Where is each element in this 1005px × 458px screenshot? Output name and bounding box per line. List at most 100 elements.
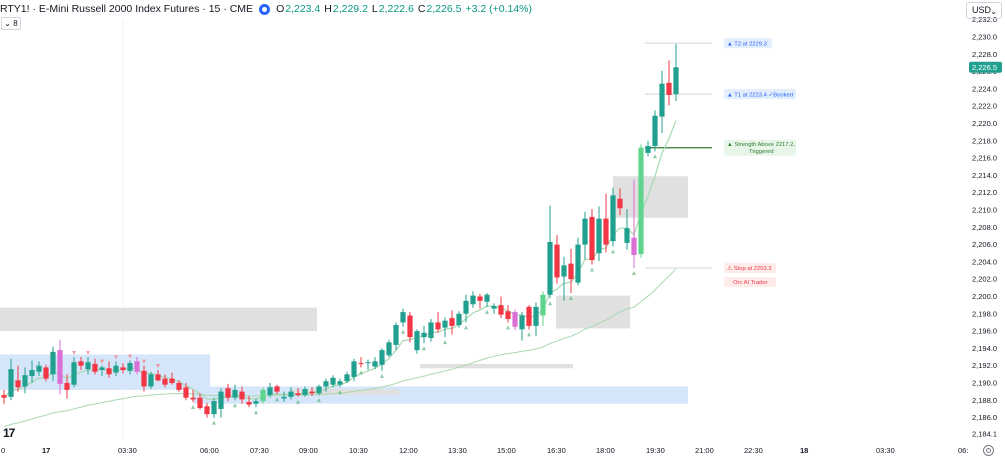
- price-axis-label: 2,210.0: [972, 206, 997, 215]
- chevron-down-icon: ⌄: [990, 7, 997, 16]
- buy-signal-arrow: [359, 370, 363, 375]
- candle-body: [505, 311, 511, 319]
- candle-body: [190, 397, 196, 400]
- candle-body: [533, 306, 539, 326]
- price-axis-label: 2,202.0: [972, 275, 997, 284]
- level-label-box: [724, 139, 796, 156]
- indicators-toggle-button[interactable]: ⌄ 8: [1, 17, 21, 30]
- tradingview-logo-icon[interactable]: 17: [3, 426, 15, 440]
- time-axis-label: 10:30: [349, 446, 368, 455]
- high-label: H: [324, 3, 332, 15]
- buy-signal-arrow: [233, 403, 237, 408]
- price-axis-label: 2,218.0: [972, 136, 997, 145]
- time-axis-label: 06:00: [200, 446, 219, 455]
- buy-signal-arrow: [464, 325, 468, 330]
- buy-signal-arrow: [653, 154, 657, 159]
- market-status-icon[interactable]: [259, 3, 271, 15]
- candle-body: [372, 361, 378, 367]
- candle-body: [57, 350, 63, 384]
- candle-body: [477, 296, 483, 301]
- price-axis-label: 2,208.0: [972, 223, 997, 232]
- low-value: 2,222.6: [378, 3, 414, 15]
- price-axis-label: 2,190.0: [972, 378, 997, 387]
- candle-body: [225, 388, 231, 398]
- price-axis-label: 2,206.0: [972, 240, 997, 249]
- price-axis-label: 2,232.0: [972, 15, 997, 24]
- price-axis-label: 2,220.0: [972, 119, 997, 128]
- level-label-text: ⚠ Stop at 2203.3: [727, 265, 772, 272]
- buy-signal-arrow: [254, 410, 258, 415]
- indicator-count: 8: [13, 19, 18, 28]
- candle-body: [610, 195, 616, 242]
- candle-body: [92, 363, 98, 372]
- candle-body: [645, 146, 651, 153]
- candle-body: [491, 306, 497, 309]
- consolidation-zone: [613, 176, 688, 218]
- buy-signal-arrow: [632, 270, 636, 275]
- last-price-text: 2,226.5: [972, 63, 997, 72]
- price-axis-label: 2,214.0: [972, 171, 997, 180]
- time-axis-label: 18:00: [596, 446, 615, 455]
- candle-body: [617, 198, 623, 209]
- candle-body: [652, 115, 658, 146]
- zone-band: [290, 389, 399, 396]
- candle-body: [134, 361, 140, 372]
- candle-body: [1, 395, 7, 398]
- symbol-title[interactable]: RTY1! · E-Mini Russell 2000 Index Future…: [0, 3, 254, 15]
- sell-signal-arrow: [128, 354, 132, 359]
- candle-body: [253, 401, 259, 404]
- time-axis-label: 18: [800, 446, 808, 455]
- candle-body: [589, 216, 595, 261]
- candle-body: [295, 393, 301, 396]
- candle-body: [183, 387, 189, 398]
- candle-body: [470, 295, 476, 305]
- candle-body: [267, 387, 273, 396]
- candle-body: [239, 391, 245, 400]
- gear-icon[interactable]: [983, 445, 994, 456]
- candle-body: [127, 363, 133, 371]
- candle-body: [498, 305, 504, 315]
- candle-body: [456, 313, 462, 326]
- buy-signal-arrow: [191, 405, 195, 409]
- close-value: 2,226.5: [426, 3, 462, 15]
- time-axis-label: 22:30: [744, 446, 763, 455]
- time-axis-label: 06:: [958, 446, 968, 455]
- sell-signal-arrow: [86, 351, 90, 356]
- candle-body: [22, 375, 28, 387]
- sell-signal-arrow: [72, 351, 76, 356]
- buy-signal-arrow: [380, 373, 384, 378]
- candle-body: [351, 361, 357, 377]
- time-axis-label: 07:30: [250, 446, 269, 455]
- candle-body: [8, 369, 14, 397]
- candle-body: [288, 391, 294, 397]
- candle-body: [330, 377, 336, 385]
- candle-body: [435, 322, 441, 330]
- candle-body: [673, 67, 679, 95]
- candle-body: [36, 365, 42, 372]
- brand-label-text: Orc AI Trader: [733, 280, 768, 286]
- brand-label-box: [724, 276, 776, 287]
- buy-signal-arrow: [317, 398, 321, 403]
- level-label-text: ▲ T2 at 2229.3: [727, 41, 767, 47]
- candle-body: [197, 397, 203, 409]
- time-axis-label: 21:00: [695, 446, 714, 455]
- candle-body: [204, 406, 210, 415]
- candle-body: [211, 401, 217, 415]
- price-axis-label: 2,196.0: [972, 327, 997, 336]
- candle-body: [316, 386, 322, 394]
- candle-body: [386, 342, 392, 356]
- candle-body: [281, 396, 287, 399]
- price-axis-label: 2,184.1: [972, 430, 997, 439]
- candle-body: [15, 380, 21, 388]
- candle-body: [631, 237, 637, 255]
- candle-body: [323, 381, 329, 387]
- sell-signal-arrow: [100, 359, 104, 364]
- candle-body: [442, 320, 448, 328]
- candle-body: [568, 263, 574, 280]
- candle-body: [393, 325, 399, 345]
- supply-zone: [0, 307, 317, 332]
- candle-body: [666, 82, 672, 95]
- currency-selector[interactable]: USD ⌄: [966, 2, 1002, 19]
